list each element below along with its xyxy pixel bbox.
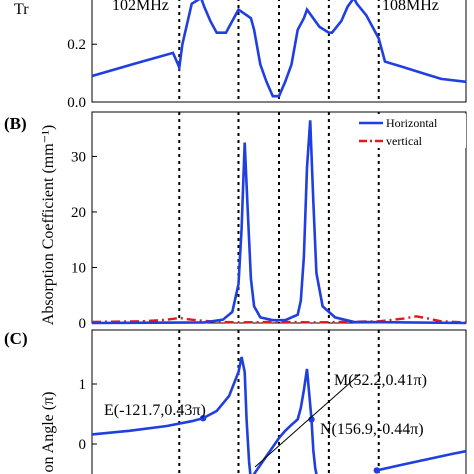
y-tick-label: 10	[71, 260, 86, 276]
panel-c-ticks: 01	[79, 377, 97, 453]
legend-label-vertical: vertical	[386, 134, 423, 148]
panel-a-ticks: 0.0 0.2	[67, 37, 97, 111]
y-tick-label: 0.0	[67, 95, 86, 111]
phase-angle-line	[91, 356, 318, 474]
legend-label-horizontal: Horizontal	[386, 116, 438, 130]
panel-c-label: (C)	[4, 329, 28, 348]
panel-b-ylabel: Absorption Coefficient (mm⁻¹)	[40, 125, 57, 325]
panel-b-vlines	[178, 112, 380, 323]
annotation-n: N(156.9,-0.44π)	[320, 421, 424, 438]
y-tick-label: 0.2	[67, 37, 86, 53]
panel-c: (C) on Angle (π) 01 E(-121.7,0.43π) M(52…	[4, 329, 467, 474]
legend: Horizontal vertical	[355, 114, 466, 148]
leader-line-m	[254, 373, 361, 468]
panel-a-transmission-line	[91, 0, 467, 98]
panel-a-ylabel: Tr	[14, 1, 29, 18]
y-tick-label: 0	[79, 437, 87, 453]
panel-a-vlines	[178, 0, 380, 102]
marker-n	[373, 467, 381, 474]
legend-box	[355, 114, 466, 148]
marker-e	[199, 415, 207, 422]
panel-a: Tr 0.0 0.2 102MHz 108MHz	[14, 0, 467, 111]
y-tick-label: 1	[79, 377, 87, 393]
phase-markers	[199, 415, 381, 474]
series-horizontal-line	[91, 120, 467, 325]
annotation-m: M(52.2,0.41π)	[334, 372, 427, 389]
panel-c-vlines	[178, 330, 380, 474]
phase-angle-line-right	[376, 449, 467, 472]
panel-b: (B) Absorption Coefficient (mm⁻¹) 0 10 20 3…	[4, 111, 467, 332]
annotation-e: E(-121.7,0.43π)	[104, 402, 206, 419]
annotation-108mhz: 108MHz	[382, 0, 439, 14]
y-tick-label: 0	[79, 316, 87, 332]
series-vertical-line	[91, 315, 467, 324]
panel-b-label: (B)	[4, 114, 27, 133]
y-tick-label: 30	[71, 149, 86, 165]
panel-a-frame	[91, 0, 467, 103]
annotation-102mhz: 102MHz	[112, 0, 169, 14]
panel-b-ticks: 0 10 20 30	[71, 149, 97, 332]
panel-c-ylabel: on Angle (π)	[40, 392, 57, 473]
y-tick-label: 20	[71, 205, 86, 221]
